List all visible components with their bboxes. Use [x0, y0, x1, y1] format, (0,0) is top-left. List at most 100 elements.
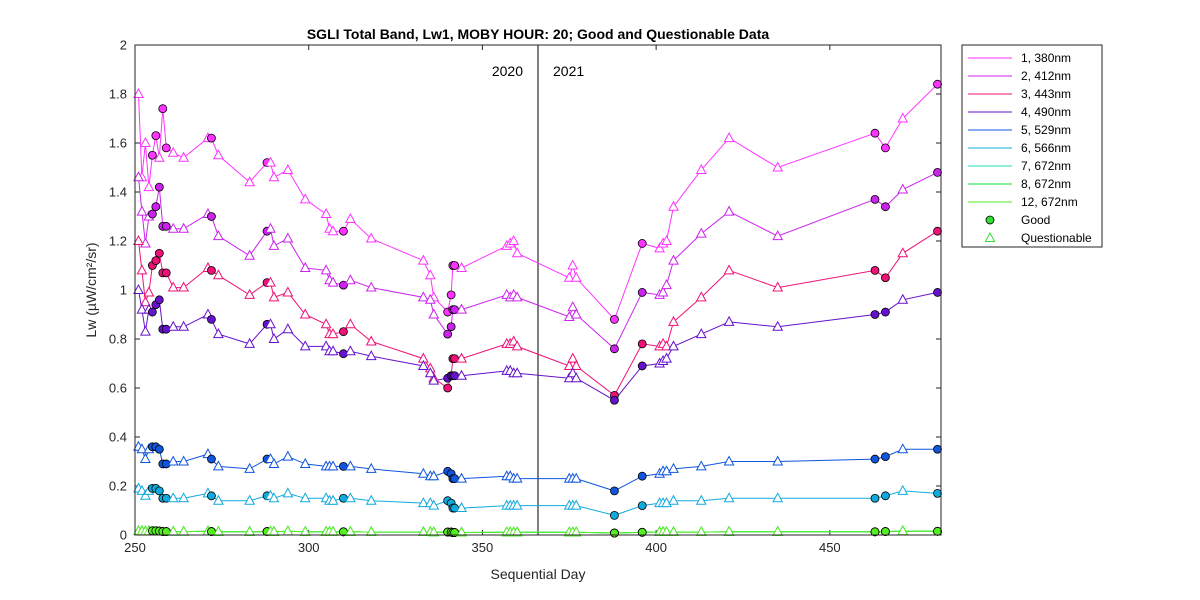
- questionable-point: [654, 242, 666, 253]
- questionable-point: [897, 183, 909, 194]
- good-point: [870, 493, 880, 503]
- questionable-point: [143, 286, 155, 297]
- questionable-point: [511, 367, 523, 378]
- questionable-point: [695, 227, 707, 238]
- legend-label-6: 6, 566nm: [1021, 141, 1071, 155]
- questionable-point: [661, 526, 672, 537]
- good-point: [933, 79, 942, 89]
- questionable-point: [265, 276, 276, 287]
- questionable-point: [772, 320, 784, 331]
- questionable-point: [661, 279, 672, 290]
- questionable-point: [282, 232, 294, 243]
- good-point: [637, 339, 647, 349]
- x-tick-label: 450: [819, 540, 841, 555]
- questionable-point: [320, 318, 332, 329]
- questionable-point: [344, 345, 356, 356]
- questionable-point: [268, 171, 280, 182]
- questionable-point: [244, 249, 256, 260]
- y-tick-label: 0.2: [109, 479, 127, 494]
- questionable-point: [511, 472, 523, 483]
- y-tick-label: 0.4: [109, 430, 127, 445]
- questionable-point: [299, 457, 311, 468]
- questionable-point: [299, 492, 311, 503]
- good-point: [933, 226, 942, 236]
- questionable-point: [178, 320, 190, 331]
- good-point: [637, 361, 647, 371]
- questionable-point: [897, 443, 909, 454]
- questionable-point: [212, 149, 224, 160]
- good-point: [207, 454, 216, 464]
- questionable-point: [178, 281, 190, 292]
- questionable-point: [511, 499, 523, 510]
- questionable-point: [139, 325, 151, 336]
- questionable-point: [668, 315, 679, 326]
- questionable-point: [244, 462, 256, 473]
- legend-label-2: 2, 412nm: [1021, 69, 1071, 83]
- questionable-point: [772, 161, 784, 172]
- questionable-point: [417, 467, 429, 478]
- questionable-point: [897, 247, 909, 258]
- questionable-point: [428, 526, 440, 537]
- questionable-point: [570, 271, 582, 282]
- questionable-point: [661, 234, 672, 245]
- questionable-point: [563, 271, 575, 282]
- good-point: [207, 314, 216, 324]
- good-point: [933, 488, 942, 498]
- good-point: [207, 133, 216, 143]
- y-tick-label: 0: [120, 528, 127, 543]
- questionable-point: [428, 374, 440, 385]
- questionable-point: [772, 281, 784, 292]
- good-point: [637, 501, 647, 511]
- good-point: [154, 248, 164, 258]
- questionable-point: [244, 288, 256, 299]
- good-point: [870, 527, 880, 537]
- questionable-point: [772, 492, 784, 503]
- questionable-point: [695, 291, 707, 302]
- year-label-left: 2020: [492, 63, 523, 79]
- y-tick-label: 1.6: [109, 136, 127, 151]
- y-tick-label: 1.2: [109, 234, 127, 249]
- good-point: [147, 150, 157, 160]
- x-tick-label: 350: [472, 540, 494, 555]
- questionable-point: [327, 345, 339, 356]
- questionable-point: [456, 261, 468, 272]
- y-tick-label: 1.4: [109, 185, 127, 200]
- questionable-point: [265, 222, 276, 233]
- questionable-point: [136, 205, 148, 216]
- series-markers-3: [133, 226, 942, 400]
- questionable-point: [365, 350, 377, 361]
- questionable-point: [365, 335, 377, 346]
- good-point: [339, 327, 348, 337]
- questionable-point: [570, 472, 582, 483]
- questionable-point: [136, 264, 148, 275]
- x-axis-title: Sequential Day: [491, 566, 586, 582]
- legend-marker-label-2: Questionable: [1021, 231, 1092, 245]
- questionable-point: [344, 274, 356, 285]
- good-point: [158, 104, 168, 114]
- questionable-point: [244, 494, 256, 505]
- questionable-point: [570, 359, 582, 370]
- questionable-point: [327, 494, 339, 505]
- good-point: [450, 261, 460, 270]
- questionable-point: [178, 492, 190, 503]
- questionable-point: [268, 239, 280, 250]
- questionable-point: [511, 247, 523, 258]
- good-point: [610, 511, 619, 520]
- questionable-point: [723, 315, 735, 326]
- questionable-point: [139, 489, 151, 500]
- questionable-point: [424, 269, 436, 280]
- good-point: [161, 221, 171, 231]
- questionable-point: [167, 281, 179, 292]
- questionable-point: [327, 225, 339, 236]
- good-point: [610, 486, 619, 496]
- y-tick-label: 0.6: [109, 381, 127, 396]
- questionable-point: [268, 332, 280, 343]
- year-label-right: 2021: [553, 63, 584, 79]
- questionable-point: [508, 234, 520, 245]
- y-tick-label: 0.8: [109, 332, 127, 347]
- questionable-point: [344, 318, 356, 329]
- questionable-point: [244, 337, 256, 348]
- good-point: [870, 128, 880, 138]
- questionable-point: [282, 286, 294, 297]
- questionable-point: [511, 340, 523, 351]
